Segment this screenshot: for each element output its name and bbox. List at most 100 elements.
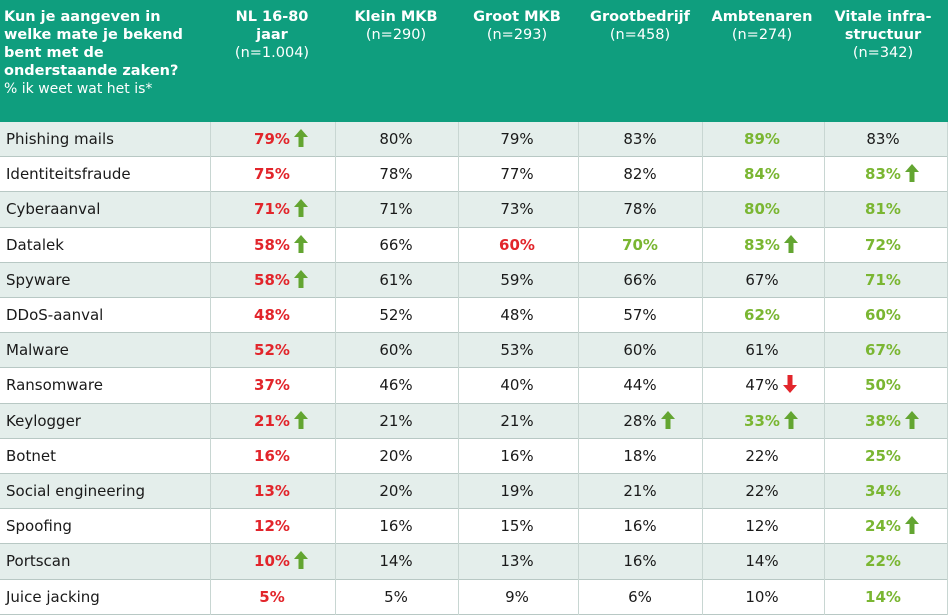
table-cell: 16% [580, 517, 700, 535]
table-cell: 83% [823, 164, 943, 184]
table-cell: 46% [336, 376, 456, 394]
cell-value: 83% [865, 165, 901, 184]
table-cell: 52% [336, 306, 456, 324]
cell-value: 58% [254, 235, 290, 254]
cell-value: 58% [254, 270, 290, 289]
table-cell: 71% [212, 199, 332, 219]
column-divider [824, 122, 825, 615]
cell-value: 80% [744, 200, 780, 219]
table-cell: 61% [336, 271, 456, 289]
cell-value: 66% [379, 235, 413, 254]
table-cell: 14% [702, 552, 822, 570]
table-cell: 19% [457, 482, 577, 500]
cell-value: 78% [623, 200, 657, 219]
cell-value: 12% [745, 517, 779, 536]
cell-value: 48% [254, 306, 290, 324]
table-cell: 6% [580, 588, 700, 606]
table-cell: 21% [212, 410, 332, 430]
cell-value: 5% [259, 587, 285, 606]
header-question: Kun je aangeven in welke mate je bekend … [4, 8, 204, 98]
header-col-vitale: Vitale infra- structuur (n=342) [823, 8, 943, 62]
table-cell: 70% [580, 236, 700, 254]
table-row: Ransomware 37% 46% 40% 44% 47% 50% [0, 368, 948, 404]
header-col-n: (n=1.004) [234, 45, 310, 61]
cell-value: 71% [865, 270, 901, 289]
table-cell: 57% [580, 306, 700, 324]
table-cell: 16% [580, 552, 700, 570]
header-col-nl: NL 16-80 jaar (n=1.004) [212, 8, 332, 62]
table-cell: 58% [212, 269, 332, 289]
column-divider [458, 122, 459, 615]
table-header: Kun je aangeven in welke mate je bekend … [0, 0, 948, 122]
table-cell: 50% [823, 376, 943, 394]
cell-value: 77% [500, 165, 534, 184]
cell-value: 16% [379, 517, 413, 536]
table-cell: 34% [823, 482, 943, 500]
arrow-up-icon [293, 410, 308, 429]
cell-value: 6% [628, 587, 652, 606]
table-cell: 13% [457, 552, 577, 570]
table-cell: 18% [580, 447, 700, 465]
table-cell: 71% [823, 271, 943, 289]
row-label: Spoofing [6, 517, 72, 536]
cell-value: 14% [379, 552, 413, 571]
cell-value: 71% [254, 200, 290, 219]
table-cell: 72% [823, 236, 943, 254]
cell-value: 78% [379, 165, 413, 184]
table-cell: 67% [702, 271, 822, 289]
arrow-up-icon [904, 164, 919, 183]
cell-value: 16% [623, 517, 657, 536]
cell-value: 21% [254, 411, 290, 430]
table-cell: 61% [702, 341, 822, 359]
table-row: DDoS-aanval 48% 52% 48% 57% 62% 60% [0, 298, 948, 334]
table-cell: 78% [580, 200, 700, 218]
header-col-grootbedrijf: Grootbedrijf (n=458) [580, 8, 700, 44]
row-label: Botnet [6, 446, 56, 465]
cell-value: 16% [500, 446, 534, 465]
cell-value: 18% [623, 446, 657, 465]
row-label: Keylogger [6, 411, 81, 430]
table-row: Social engineering 13% 20% 19% 21% 22% 34% [0, 474, 948, 510]
table-cell: 44% [580, 376, 700, 394]
table-cell: 20% [336, 447, 456, 465]
table-cell: 16% [212, 447, 332, 465]
table-cell: 13% [212, 482, 332, 500]
cell-value: 5% [384, 587, 408, 606]
cell-value: 83% [623, 130, 657, 148]
table-row: Phishing mails 79% 80% 79% 83% 89% 83% [0, 122, 948, 158]
cell-value: 67% [745, 270, 779, 289]
cell-value: 72% [865, 235, 901, 254]
arrow-up-icon [660, 410, 675, 429]
arrow-up-icon [904, 516, 919, 535]
cell-value: 79% [254, 130, 290, 148]
arrow-up-icon [293, 199, 308, 218]
cell-value: 25% [865, 446, 901, 465]
table-row: Datalek 58% 66% 60% 70% 83% 72% [0, 228, 948, 263]
cell-value: 37% [254, 376, 290, 395]
cell-value: 60% [379, 341, 413, 360]
header-col-ambtenaren: Ambtenaren (n=274) [702, 8, 822, 44]
header-col-name: NL 16-80 jaar [235, 9, 309, 43]
table-cell: 22% [702, 447, 822, 465]
cell-value: 82% [623, 165, 657, 184]
cell-value: 57% [623, 306, 657, 324]
arrow-up-icon [293, 551, 308, 570]
cell-value: 81% [865, 200, 901, 219]
table-cell: 75% [212, 165, 332, 183]
table-cell: 10% [702, 588, 822, 606]
cell-value: 70% [622, 235, 658, 254]
cell-value: 50% [865, 376, 901, 395]
cell-value: 22% [745, 482, 779, 500]
header-col-name: Ambtenaren [711, 9, 813, 25]
table-row: Portscan 10% 14% 13% 16% 14% 22% [0, 544, 948, 580]
table-cell: 67% [823, 341, 943, 359]
cell-value: 33% [744, 411, 780, 430]
column-divider [578, 122, 579, 615]
cell-value: 66% [623, 270, 657, 289]
row-label: Identiteitsfraude [6, 165, 131, 184]
table-cell: 73% [457, 200, 577, 218]
header-col-n: (n=458) [609, 27, 671, 43]
table-cell: 40% [457, 376, 577, 394]
table-cell: 12% [702, 517, 822, 535]
row-label: Datalek [6, 235, 64, 254]
